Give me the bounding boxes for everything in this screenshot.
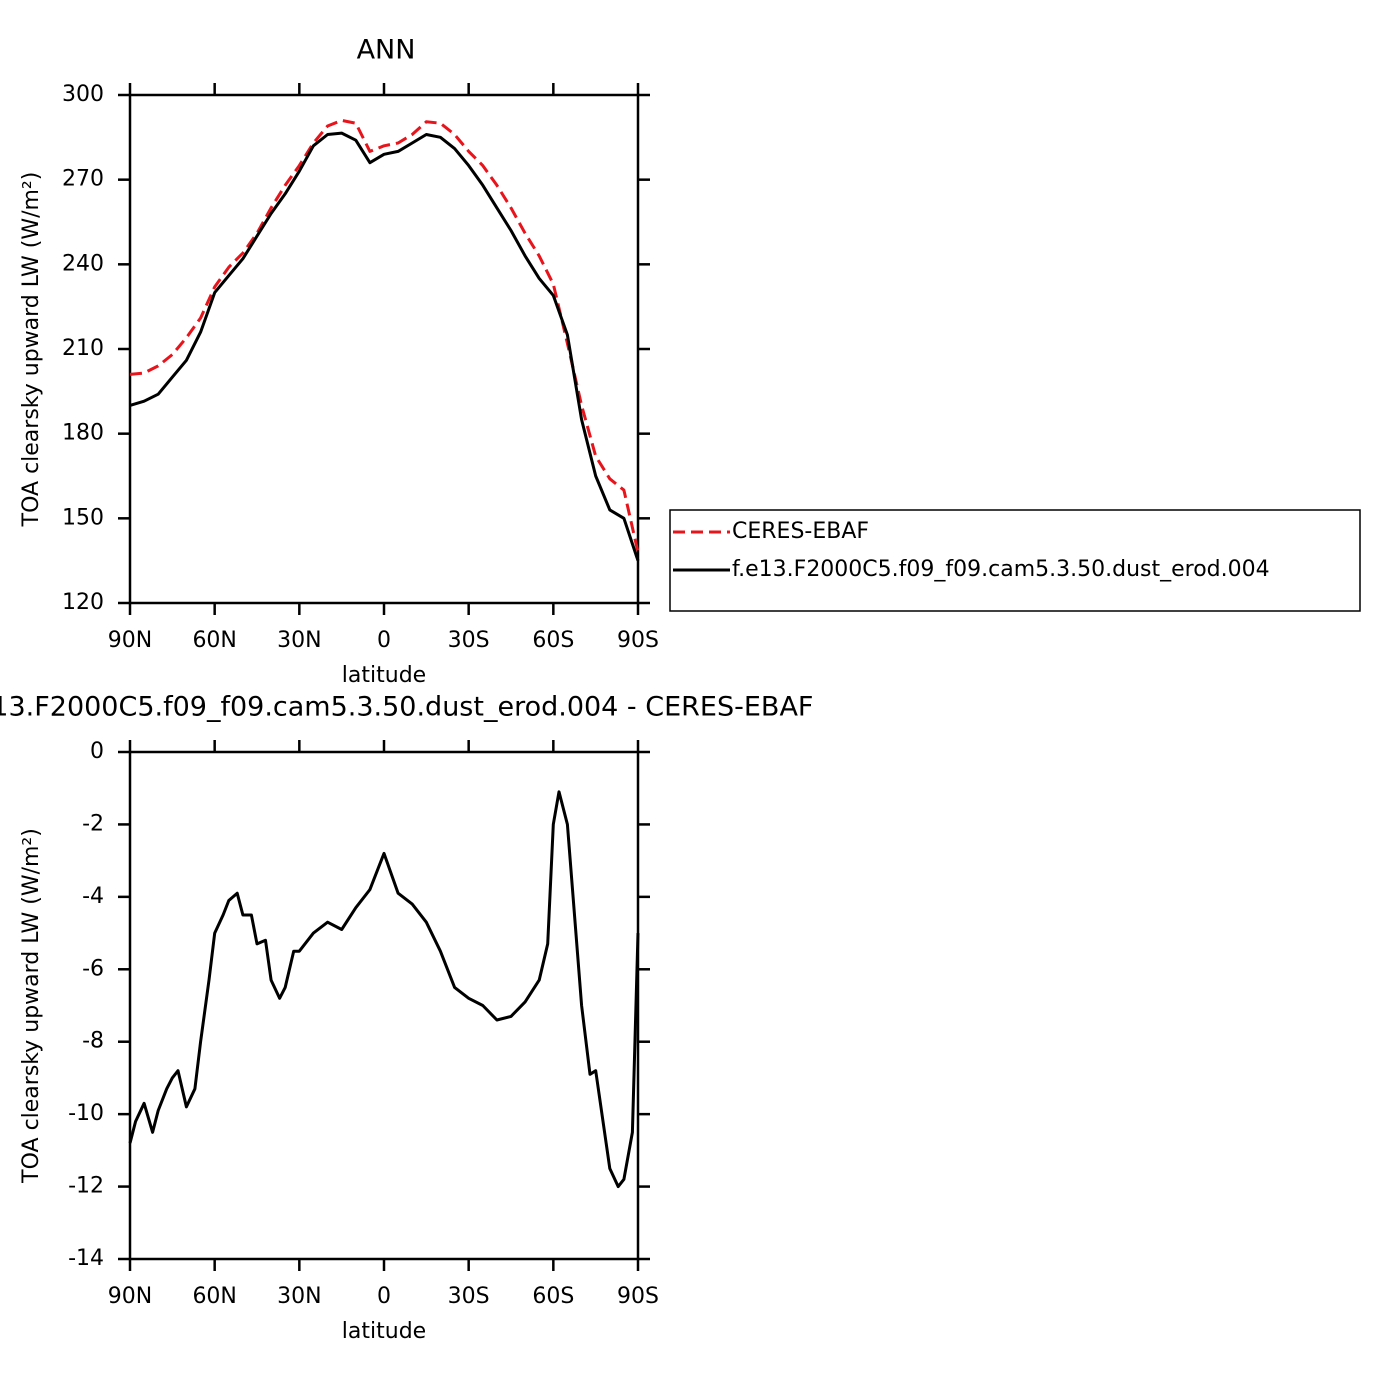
x-tick-label: 60S: [532, 1284, 574, 1309]
plot-frame: [128, 93, 640, 605]
y-tick-label: 210: [62, 336, 104, 361]
data-line: [128, 790, 640, 1189]
y-tick-label: -2: [82, 811, 104, 836]
y-axis-label: TOA clearsky upward LW (W/m²): [19, 828, 44, 1184]
y-tick-label: 150: [62, 505, 104, 530]
x-axis-label: latitude: [342, 663, 426, 688]
y-tick-label: -8: [82, 1029, 104, 1054]
y-tick-label: 180: [62, 421, 104, 446]
y-tick-label: 0: [90, 739, 104, 764]
y-tick-label: -10: [68, 1101, 104, 1126]
y-tick-label: 120: [62, 590, 104, 615]
x-tick-label: 0: [377, 628, 391, 653]
x-tick-label: 0: [377, 1284, 391, 1309]
y-tick-label: -6: [82, 956, 104, 981]
y-tick-label: 300: [62, 82, 104, 107]
y-tick-label: -12: [68, 1174, 104, 1199]
x-tick-label: 90S: [617, 628, 659, 653]
data-line: [129, 118, 640, 553]
x-tick-label: 60S: [532, 628, 574, 653]
y-tick-label: -4: [82, 884, 104, 909]
x-tick-label: 90S: [617, 1284, 659, 1309]
y-axis-label: TOA clearsky upward LW (W/m²): [19, 172, 44, 528]
x-tick-label: 30S: [448, 1284, 490, 1309]
x-tick-label: 30N: [277, 628, 321, 653]
x-tick-label: 30S: [448, 628, 490, 653]
x-axis-label: latitude: [342, 1319, 426, 1344]
x-tick-label: 60N: [192, 628, 236, 653]
y-tick-label: -14: [68, 1246, 104, 1271]
x-tick-label: 90N: [108, 628, 152, 653]
x-tick-label: 90N: [108, 1284, 152, 1309]
chart-title: ANN: [357, 35, 416, 66]
data-line: [129, 131, 640, 562]
x-tick-label: 30N: [277, 1284, 321, 1309]
legend-label: f.e13.F2000C5.f09_f09.cam5.3.50.dust_ero…: [732, 557, 1270, 582]
y-tick-label: 240: [62, 251, 104, 276]
legend-box: [669, 509, 1361, 612]
x-tick-label: 60N: [192, 1284, 236, 1309]
legend-label: CERES-EBAF: [732, 519, 869, 544]
y-tick-label: 270: [62, 167, 104, 192]
chart-title: f.e13.F2000C5.f09_f09.cam5.3.50.dust_ero…: [0, 692, 813, 723]
